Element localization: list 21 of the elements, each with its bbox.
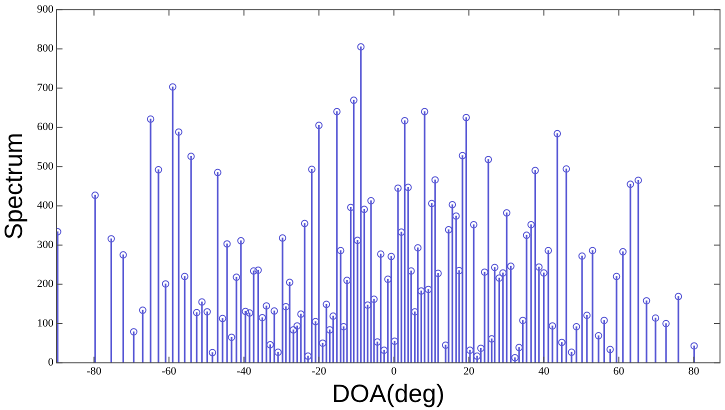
y-tick-label: 100 (37, 317, 54, 330)
y-tick-label: 800 (37, 42, 54, 55)
y-tick-label: 0 (48, 356, 54, 369)
x-tick-label: -60 (162, 365, 177, 378)
x-tick-label: 20 (463, 365, 475, 378)
x-tick-label: -40 (236, 365, 252, 378)
y-tick-label: 300 (37, 238, 54, 251)
x-tick-label: -20 (312, 365, 327, 378)
x-tick-label: -80 (86, 365, 102, 378)
y-tick-label: 200 (37, 278, 54, 290)
x-tick-label: 40 (538, 365, 550, 378)
x-tick-label: 60 (613, 365, 625, 378)
y-tick-label: 900 (37, 3, 54, 16)
y-tick-label: 600 (37, 121, 54, 134)
y-tick-label: 400 (37, 200, 54, 212)
y-tick-label: 700 (37, 82, 54, 94)
y-axis-title: Spectrum (0, 132, 28, 240)
y-tick-label: 500 (37, 160, 54, 172)
x-tick-label: 0 (391, 365, 398, 378)
x-axis-title: DOA(deg) (332, 380, 445, 408)
x-tick-label: 80 (688, 365, 700, 378)
